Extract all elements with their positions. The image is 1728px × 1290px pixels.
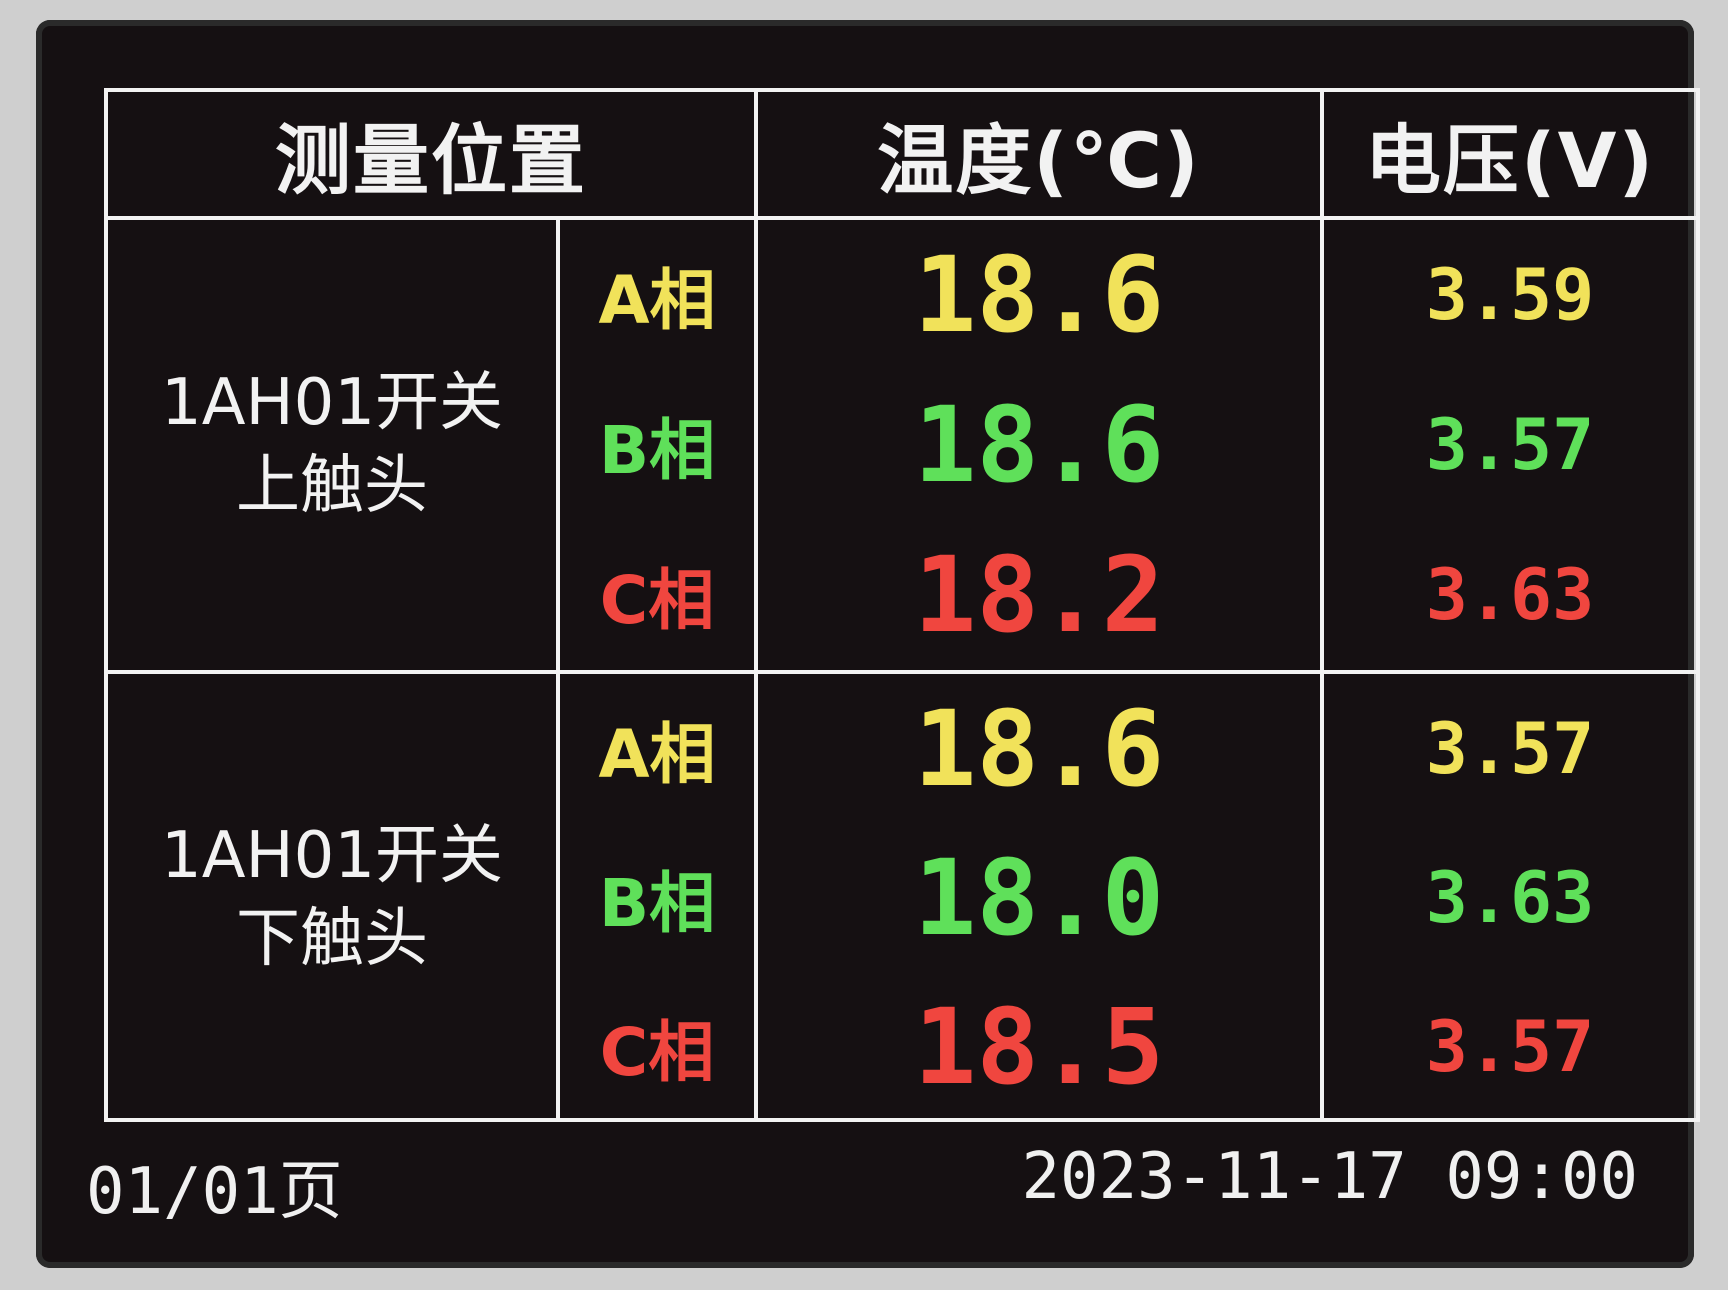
phase-label: A相 [598, 262, 716, 339]
location-label-line: 1AH01开关 [160, 365, 504, 440]
column-divider [1320, 92, 1324, 1118]
temperature-value: 18.5 [913, 986, 1165, 1109]
voltage-value: 3.59 [1425, 254, 1595, 336]
measurement-table: 测量位置 温度(℃) 电压(V) 1AH01开关 上触头 A相 18.6 3.59 B相 1… [104, 88, 1700, 1122]
temperature-value: 18.6 [913, 687, 1165, 810]
page-indicator: 01/01页 [86, 1155, 343, 1229]
temperature-value: 18.6 [913, 384, 1165, 506]
location-label: 1AH01开关 下触头 [108, 674, 556, 1122]
phase-label: C相 [599, 1014, 715, 1092]
temperature-value: 18.0 [913, 836, 1165, 959]
location-label-line: 下触头 [236, 902, 428, 976]
voltage-value: 3.63 [1425, 554, 1595, 636]
voltage-value: 3.63 [1425, 856, 1595, 939]
column-divider [556, 216, 560, 1122]
voltage-value: 3.57 [1425, 1006, 1595, 1089]
voltage-value: 3.57 [1425, 707, 1595, 790]
column-divider [754, 92, 758, 1118]
phase-label: A相 [598, 715, 716, 793]
temperature-value: 18.6 [913, 234, 1165, 356]
location-label: 1AH01开关 上触头 [108, 220, 556, 670]
header-voltage: 电压(V) [1364, 116, 1656, 205]
location-label-line: 1AH01开关 [160, 818, 504, 893]
phase-label: B相 [598, 412, 716, 489]
voltage-value: 3.57 [1425, 404, 1595, 486]
phase-label: C相 [599, 562, 715, 639]
temperature-value: 18.2 [913, 534, 1165, 656]
header-location: 测量位置 [275, 116, 587, 205]
group-divider [108, 670, 1696, 674]
phase-label: B相 [598, 864, 716, 942]
display-screen: 测量位置 温度(℃) 电压(V) 1AH01开关 上触头 A相 18.6 3.59 B相 1… [36, 20, 1700, 1268]
header-divider [108, 216, 1696, 220]
datetime: 2023-11-17 09:00 [1021, 1140, 1639, 1214]
location-label-line: 上触头 [236, 449, 428, 523]
header-temperature: 温度(℃) [877, 116, 1201, 205]
